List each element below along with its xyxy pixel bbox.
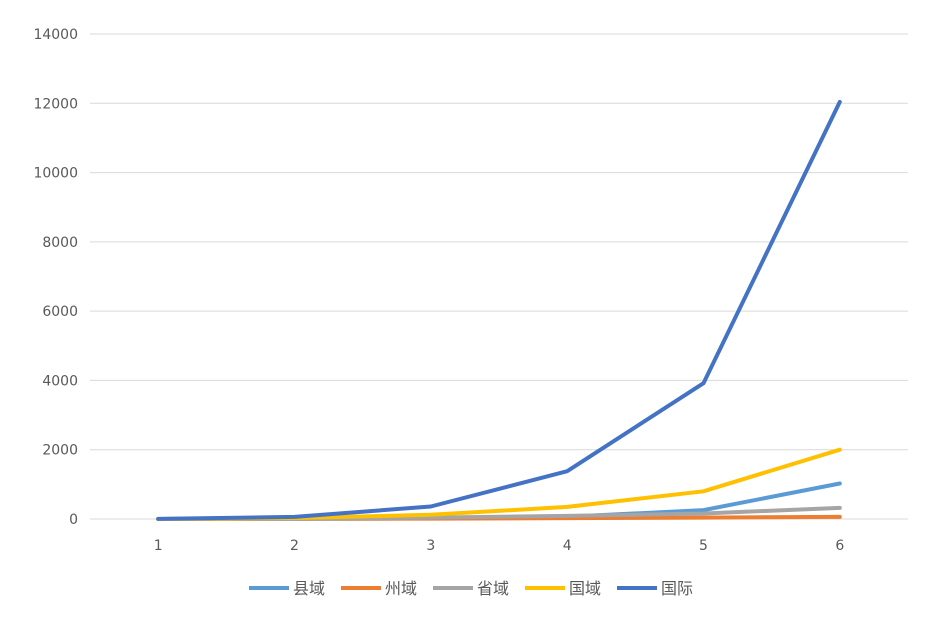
x-tick-label: 2	[290, 538, 299, 554]
y-axis: 0 2000 4000 6000 8000 10000 12000 14000	[33, 27, 78, 528]
x-tick-label: 4	[563, 538, 572, 554]
legend-label: 州域	[385, 579, 417, 598]
legend-label: 国域	[569, 579, 601, 598]
y-tick-label: 14000	[33, 27, 78, 43]
y-tick-label: 6000	[42, 304, 78, 320]
x-axis: 1 2 3 4 5 6	[90, 518, 908, 554]
y-tick-label: 2000	[42, 443, 78, 459]
y-tick-label: 4000	[42, 373, 78, 389]
legend-label: 国际	[661, 579, 693, 598]
legend-label: 省域	[477, 579, 509, 598]
y-tick-label: 8000	[42, 235, 78, 251]
legend: 县域 州域 省域 国域 国际	[249, 579, 693, 598]
y-tick-label: 10000	[33, 166, 78, 182]
x-tick-label: 6	[835, 538, 844, 554]
y-tick-label: 0	[69, 512, 78, 528]
legend-label: 县域	[293, 579, 325, 598]
gridlines	[90, 33, 908, 451]
series-line-4	[156, 447, 842, 521]
x-tick-label: 1	[154, 538, 163, 554]
series-line-5	[156, 99, 842, 521]
x-tick-label: 3	[426, 538, 435, 554]
series-lines	[156, 99, 842, 521]
x-tick-label: 5	[699, 538, 708, 554]
y-tick-label: 12000	[33, 96, 78, 112]
